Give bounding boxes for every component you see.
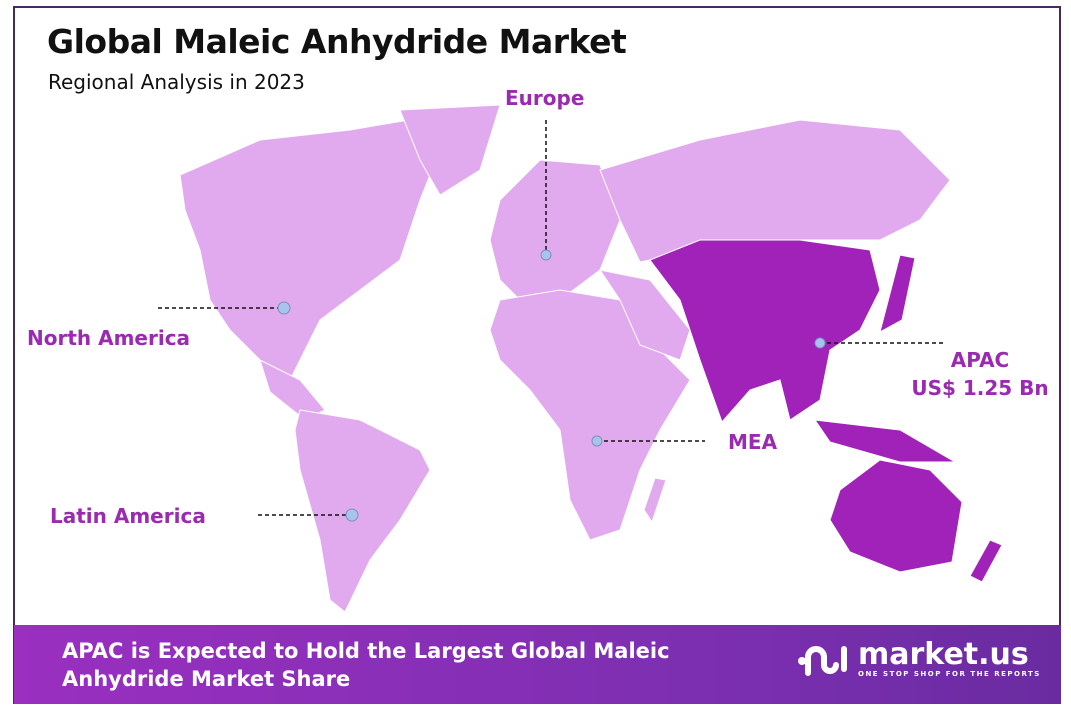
logo-wordmark: market.us [858, 637, 1029, 672]
footer-banner: APAC is Expected to Hold the Largest Glo… [14, 625, 1061, 704]
north-america-land [179, 117, 441, 381]
madagascar-land [643, 477, 667, 524]
label-apac: APAC US$ 1.25 Bn [905, 346, 1055, 402]
apac-mainland [649, 239, 881, 423]
north-asia-land [599, 119, 951, 263]
label-north-america: North America [27, 326, 191, 350]
label-europe: Europe [505, 86, 585, 110]
label-mea: MEA [728, 430, 778, 454]
label-latin-america: Latin America [50, 504, 206, 528]
logo-tagline: ONE STOP SHOP FOR THE REPORTS [858, 670, 1041, 678]
footer-text: APAC is Expected to Hold the Largest Glo… [62, 639, 670, 691]
new-zealand-land [969, 539, 1003, 583]
europe-land [489, 159, 621, 301]
australia-land [829, 459, 963, 573]
mea-marker [591, 435, 603, 447]
apac-value: US$ 1.25 Bn [911, 376, 1049, 400]
europe-marker [540, 249, 552, 261]
middle-east-land [598, 269, 691, 361]
japan-land [879, 254, 916, 333]
market-us-logo-icon [798, 646, 847, 676]
page-title: Global Maleic Anhydride Market [47, 22, 627, 61]
apac-marker [814, 337, 826, 349]
south-america-land [294, 409, 431, 613]
apac-name: APAC [950, 348, 1010, 372]
greenland-land [399, 104, 501, 196]
latin-america-marker [345, 508, 359, 522]
indonesia-land [813, 419, 957, 463]
market-us-logo: market.us ONE STOP SHOP FOR THE REPORTS [794, 639, 1041, 679]
north-america-marker [277, 301, 291, 315]
page-subtitle: Regional Analysis in 2023 [48, 70, 305, 94]
